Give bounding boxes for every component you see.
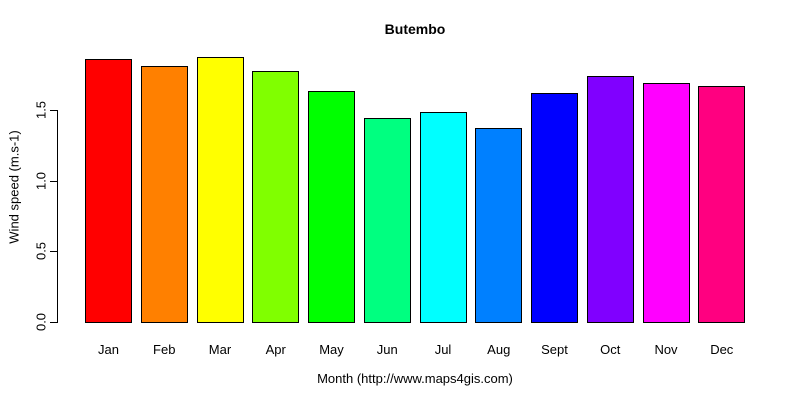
y-tick-label-1.5: 1.5	[33, 100, 49, 120]
y-axis-title: Wind speed (m.s-1)	[6, 130, 22, 244]
x-tick-label-apr: Apr	[265, 342, 286, 357]
x-tick-label-jan: Jan	[98, 342, 119, 357]
x-tick-label-may: May	[319, 342, 344, 357]
bar-may	[308, 91, 355, 323]
bar-aug	[475, 128, 523, 323]
y-tick-label-1.0: 1.0	[33, 171, 49, 191]
bar-mar	[196, 57, 244, 323]
bar-oct	[586, 76, 634, 323]
bar-jul	[419, 112, 467, 323]
y-tick-0.5	[50, 251, 57, 252]
y-tick-1.5	[50, 110, 57, 111]
bar-jan	[85, 59, 132, 323]
bar-feb	[140, 66, 188, 323]
y-tick-label-0.5: 0.5	[33, 241, 49, 261]
x-tick-label-feb: Feb	[153, 342, 176, 357]
x-tick-label-dec: Dec	[710, 342, 734, 357]
x-tick-label-mar: Mar	[208, 342, 232, 357]
bar-dec	[698, 86, 746, 323]
bar-sept	[531, 93, 578, 323]
x-tick-label-sept: Sept	[541, 342, 568, 357]
y-tick-0.0	[50, 322, 57, 323]
bar-apr	[252, 71, 300, 323]
y-axis-line	[57, 110, 58, 323]
x-tick-label-aug: Aug	[487, 342, 511, 357]
bar-nov	[642, 83, 690, 323]
x-tick-label-oct: Oct	[600, 342, 621, 357]
bar-jun	[363, 118, 411, 323]
x-tick-label-jun: Jun	[376, 342, 398, 357]
chart-title: Butembo	[384, 21, 446, 37]
y-tick-label-0.0: 0.0	[33, 312, 49, 332]
y-tick-1.0	[50, 181, 57, 182]
x-tick-label-jul: Jul	[434, 342, 452, 357]
x-tick-label-nov: Nov	[654, 342, 678, 357]
x-axis-title: Month (http://www.maps4gis.com)	[317, 371, 513, 386]
